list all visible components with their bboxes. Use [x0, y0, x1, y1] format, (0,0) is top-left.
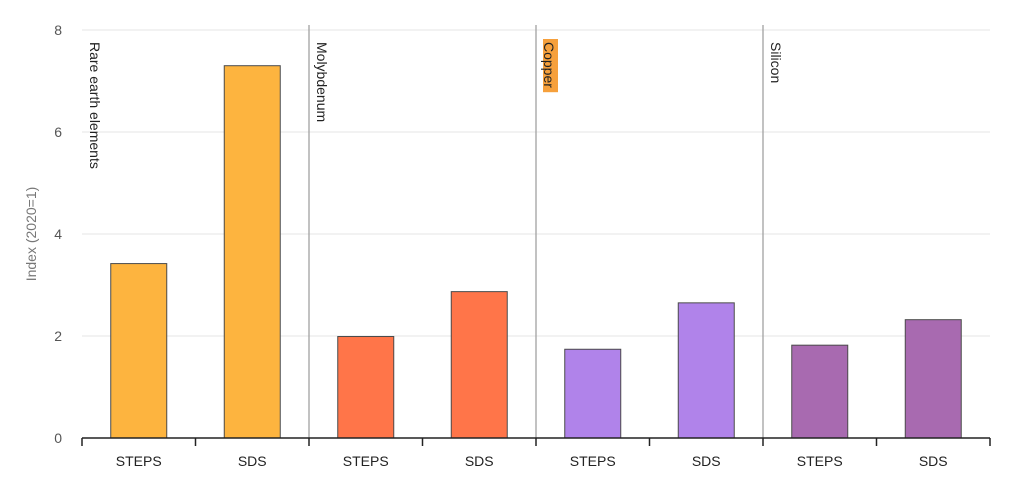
y-tick-label: 8	[54, 22, 62, 38]
bar	[450, 291, 508, 439]
bar	[677, 302, 735, 439]
bar	[223, 65, 281, 439]
y-tick-label: 0	[54, 430, 62, 446]
x-tick-label: STEPS	[570, 453, 616, 469]
group-label: Molybdenum	[314, 42, 330, 122]
y-tick-label: 2	[54, 328, 62, 344]
x-tick-label: STEPS	[116, 453, 162, 469]
y-tick-label: 6	[54, 124, 62, 140]
bar	[791, 344, 849, 439]
x-tick-label: SDS	[692, 453, 721, 469]
x-tick-label: SDS	[238, 453, 267, 469]
x-tick-label: SDS	[465, 453, 494, 469]
bar	[904, 319, 962, 439]
group-label: Copper	[541, 42, 557, 88]
group-label: Rare earth elements	[87, 42, 103, 169]
y-tick-label: 4	[54, 226, 62, 242]
x-tick-label: STEPS	[343, 453, 389, 469]
x-tick-label: STEPS	[797, 453, 843, 469]
axes	[81, 437, 991, 446]
x-tick-label: SDS	[919, 453, 948, 469]
bar	[110, 263, 168, 439]
labels: 0 2 4 6 8 Rare earth elements STEPS SDS Molybden…	[54, 22, 947, 469]
bar	[337, 336, 395, 439]
bar	[564, 348, 622, 439]
group-label-highlight	[543, 39, 558, 93]
group-label: Silicon	[768, 42, 784, 83]
group-separators	[308, 25, 764, 438]
y-axis-title: Index (2020=1)	[23, 187, 39, 282]
bar-series	[110, 65, 962, 439]
